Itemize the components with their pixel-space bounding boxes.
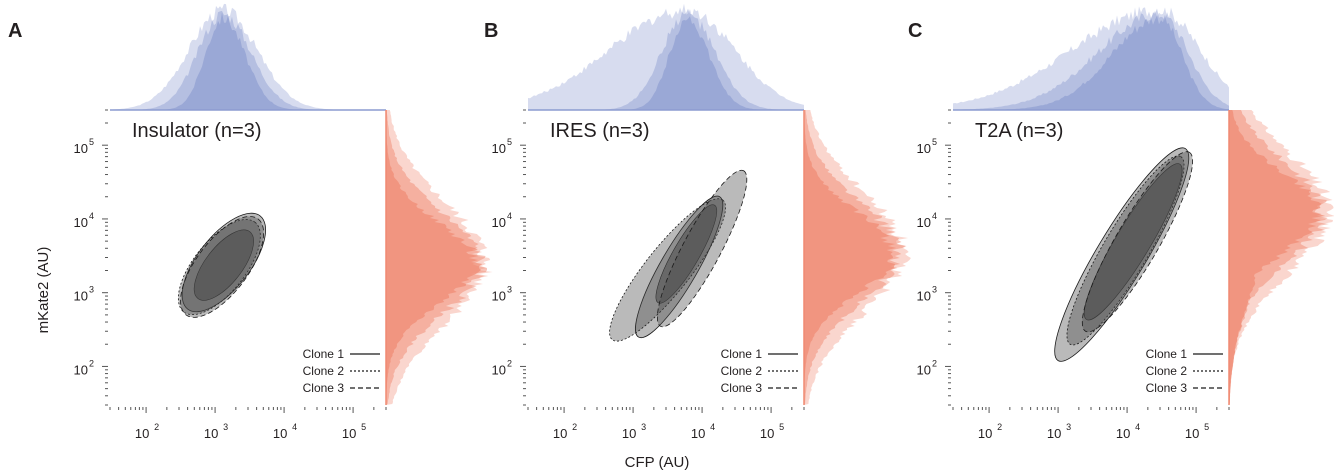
y-tick-label: 10 <box>917 362 931 377</box>
y-tick-label: 10 <box>917 215 931 230</box>
y-tick-label-exponent: 5 <box>932 137 937 147</box>
contour-clone-3 <box>180 216 265 318</box>
cfp-histogram-layer <box>528 3 804 110</box>
x-tick-label: 10 <box>135 426 149 441</box>
x-tick-label: 10 <box>273 426 287 441</box>
x-axis-label: CFP (AU) <box>625 454 690 471</box>
x-tick-label-exponent: 2 <box>154 422 159 432</box>
legend-label: Clone 3 <box>1146 381 1188 395</box>
x-tick-label: 10 <box>978 426 992 441</box>
contour-clone-1 <box>1054 147 1190 362</box>
contour-clone-2 <box>1066 155 1185 346</box>
cfp-histogram-layer <box>110 10 386 110</box>
y-tick-label-exponent: 3 <box>932 285 937 295</box>
x-tick-label-exponent: 2 <box>572 422 577 432</box>
panel-title: IRES (n=3) <box>550 120 649 142</box>
y-tick-label-exponent: 2 <box>89 358 94 368</box>
y-axis-label: mKate2 (AU) <box>35 247 52 334</box>
contour-clone-2 <box>609 198 726 342</box>
y-tick-label-exponent: 4 <box>932 211 937 221</box>
legend-label: Clone 1 <box>303 347 345 361</box>
cfp-histogram-layer <box>528 8 804 110</box>
y-tick-label-exponent: 4 <box>89 211 94 221</box>
x-tick-label: 10 <box>622 426 636 441</box>
y-tick-label-exponent: 2 <box>932 358 937 368</box>
y-tick-label: 10 <box>74 362 88 377</box>
contour-clone-2 <box>177 219 261 316</box>
panel-letter: B <box>484 20 498 42</box>
legend-label: Clone 2 <box>1146 364 1188 378</box>
x-tick-label: 10 <box>760 426 774 441</box>
y-tick-label: 10 <box>917 141 931 156</box>
legend-label: Clone 1 <box>1146 347 1188 361</box>
legend-label: Clone 3 <box>303 381 345 395</box>
x-tick-label-exponent: 5 <box>1204 422 1209 432</box>
x-tick-label-exponent: 2 <box>997 422 1002 432</box>
y-tick-label-exponent: 2 <box>507 358 512 368</box>
cfp-histogram-layer <box>953 14 1229 111</box>
cfp-histogram-layer <box>110 3 386 110</box>
y-tick-label: 10 <box>492 362 506 377</box>
x-tick-label-exponent: 3 <box>641 422 646 432</box>
contour-clone-3 <box>656 169 748 328</box>
legend-label: Clone 3 <box>721 381 763 395</box>
x-tick-label-exponent: 3 <box>223 422 228 432</box>
legend-label: Clone 2 <box>721 364 763 378</box>
panel-title: Insulator (n=3) <box>132 120 262 142</box>
y-tick-label: 10 <box>74 289 88 304</box>
x-tick-label-exponent: 5 <box>361 422 366 432</box>
x-tick-label-exponent: 3 <box>1066 422 1071 432</box>
cfp-histogram-layer <box>110 12 386 111</box>
panel-letter: A <box>8 20 22 42</box>
x-tick-label: 10 <box>553 426 567 441</box>
y-tick-label-exponent: 5 <box>507 137 512 147</box>
x-tick-label: 10 <box>204 426 218 441</box>
x-tick-label-exponent: 4 <box>710 422 715 432</box>
x-tick-label-exponent: 4 <box>1135 422 1140 432</box>
mkate2-histogram-layer <box>804 110 897 405</box>
y-tick-label: 10 <box>74 215 88 230</box>
y-tick-label: 10 <box>492 141 506 156</box>
cfp-histogram-layer <box>528 16 804 110</box>
x-tick-label: 10 <box>342 426 356 441</box>
legend-label: Clone 2 <box>303 364 345 378</box>
legend-label: Clone 1 <box>721 347 763 361</box>
y-tick-label-exponent: 3 <box>507 285 512 295</box>
x-tick-label: 10 <box>691 426 705 441</box>
panel-title: T2A (n=3) <box>975 120 1063 142</box>
x-tick-label: 10 <box>1185 426 1199 441</box>
y-tick-label-exponent: 5 <box>89 137 94 147</box>
y-tick-label-exponent: 3 <box>89 285 94 295</box>
x-tick-label-exponent: 5 <box>779 422 784 432</box>
x-tick-label: 10 <box>1047 426 1061 441</box>
y-tick-label: 10 <box>492 289 506 304</box>
y-tick-label: 10 <box>74 141 88 156</box>
contour-inner-clone-1 <box>655 204 718 304</box>
contour-inner-clone-1 <box>1083 163 1183 321</box>
x-tick-label: 10 <box>1116 426 1130 441</box>
contour-clone-3 <box>1081 151 1194 333</box>
panel-letter: C <box>908 20 922 42</box>
x-tick-label-exponent: 4 <box>292 422 297 432</box>
contour-inner-clone-1 <box>193 229 254 301</box>
mkate2-histogram-layer <box>386 110 483 405</box>
y-tick-label: 10 <box>492 215 506 230</box>
y-tick-label: 10 <box>917 289 931 304</box>
y-tick-label-exponent: 4 <box>507 211 512 221</box>
mkate2-histogram-layer <box>1229 110 1326 405</box>
